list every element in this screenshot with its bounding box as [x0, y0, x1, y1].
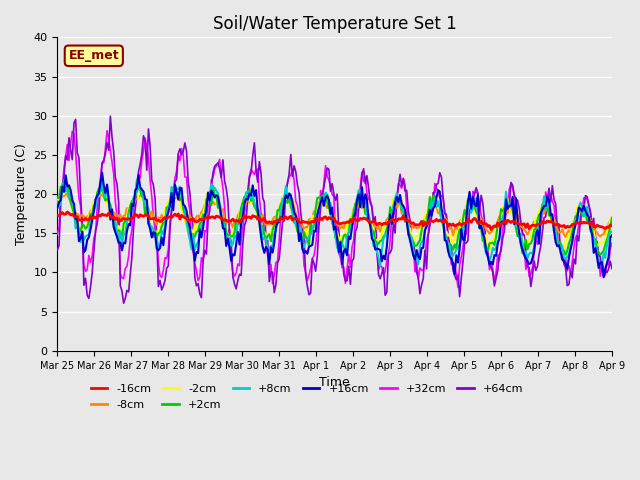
Legend: -16cm, -8cm, -2cm, +2cm, +8cm, +16cm, +32cm, +64cm: -16cm, -8cm, -2cm, +2cm, +8cm, +16cm, +3…: [86, 380, 527, 414]
Y-axis label: Temperature (C): Temperature (C): [15, 143, 28, 245]
X-axis label: Time: Time: [319, 376, 350, 389]
Title: Soil/Water Temperature Set 1: Soil/Water Temperature Set 1: [212, 15, 456, 33]
Text: EE_met: EE_met: [68, 49, 119, 62]
